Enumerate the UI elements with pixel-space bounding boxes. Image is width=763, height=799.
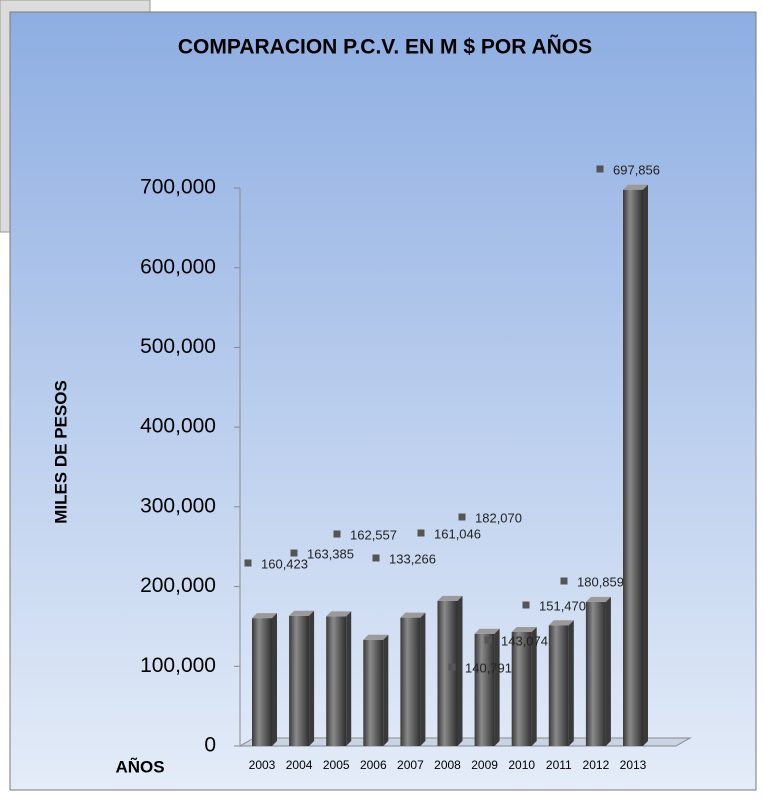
bar-side: [420, 612, 426, 746]
bar-top: [511, 626, 537, 632]
bar-top: [289, 610, 315, 616]
y-tick-label: 400,000: [140, 415, 216, 438]
label-marker: [244, 559, 252, 567]
x-tick-label: 2007: [397, 758, 424, 772]
label-marker: [372, 554, 380, 562]
y-tick-label: 300,000: [140, 494, 216, 517]
data-label: 180,859: [577, 574, 624, 589]
bar: [326, 616, 347, 746]
x-tick-label: 2010: [508, 758, 535, 772]
data-label: 151,470: [539, 598, 586, 613]
y-tick-label: 200,000: [140, 574, 216, 597]
x-tick-label: 2006: [360, 758, 387, 772]
x-tick-label: 2011: [546, 758, 572, 772]
bar-top: [585, 596, 611, 602]
y-tick-label: 700,000: [140, 176, 216, 199]
bar-side: [346, 611, 352, 746]
x-axis-label: AÑOS: [115, 756, 164, 776]
bar: [400, 617, 421, 746]
bar-top: [548, 620, 574, 626]
bar-top: [437, 595, 463, 601]
bar-top: [363, 634, 389, 640]
bar-side: [605, 596, 611, 746]
data-label: 182,070: [475, 510, 522, 525]
y-axis-label: MILES DE PESOS: [51, 380, 70, 524]
bar: [474, 633, 495, 746]
bar: [623, 189, 643, 746]
bar: [363, 639, 384, 746]
x-tick-label: 2012: [583, 758, 610, 772]
bar: [548, 625, 569, 746]
bar: [289, 615, 310, 746]
x-tick-label: 2009: [471, 758, 498, 772]
data-label: 163,385: [307, 546, 354, 561]
label-marker: [458, 513, 466, 521]
bar: [252, 618, 272, 746]
data-label: 161,046: [434, 526, 481, 541]
y-tick-label: 0: [204, 734, 216, 757]
bar-side: [272, 613, 277, 746]
data-label: 133,266: [389, 551, 436, 566]
data-label: 162,557: [350, 527, 397, 542]
bar-side: [457, 595, 463, 746]
bar-side: [383, 634, 389, 746]
y-tick-label: 500,000: [140, 335, 216, 358]
label-marker: [290, 549, 298, 557]
label-marker: [333, 530, 341, 538]
label-marker: [522, 601, 530, 609]
bar: [437, 600, 458, 746]
bar: [585, 601, 606, 746]
y-tick-label: 100,000: [140, 654, 216, 677]
y-tick-label: 600,000: [140, 255, 216, 278]
chart-title: COMPARACION P.C.V. EN M $ POR AÑOS: [178, 36, 592, 59]
label-marker: [596, 165, 604, 173]
bar-side: [309, 610, 315, 746]
data-label: 697,856: [613, 162, 660, 177]
bar-top: [252, 613, 277, 619]
data-label: 140,791: [465, 660, 512, 675]
data-label: 143,074: [501, 633, 548, 648]
bar-top: [474, 628, 500, 634]
x-tick-label: 2008: [434, 758, 461, 772]
bar-top: [623, 184, 648, 190]
bar-side: [568, 620, 574, 746]
x-tick-label: 2003: [249, 758, 276, 772]
bar-side: [494, 628, 500, 746]
label-marker: [417, 529, 425, 537]
bar: [511, 631, 532, 746]
data-label: 160,423: [261, 556, 308, 571]
bar-top: [326, 611, 352, 617]
x-tick-label: 2005: [323, 758, 350, 772]
bar-side: [531, 626, 537, 746]
label-marker: [448, 663, 456, 671]
bar-top: [400, 612, 426, 618]
label-marker: [560, 577, 568, 585]
x-tick-label: 2013: [620, 758, 647, 772]
label-marker: [484, 636, 492, 644]
x-tick-label: 2004: [286, 758, 313, 772]
bar-side: [643, 184, 648, 746]
